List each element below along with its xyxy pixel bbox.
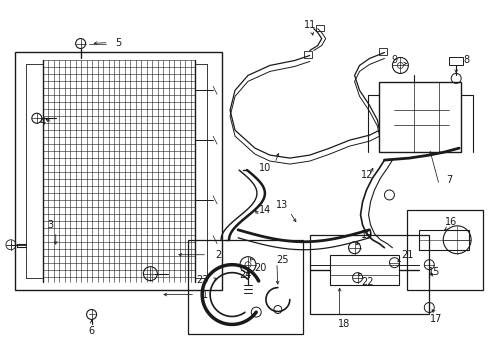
- Bar: [315, 24, 323, 31]
- Text: 15: 15: [427, 267, 440, 276]
- Text: 22: 22: [361, 276, 373, 287]
- Text: 9: 9: [390, 55, 397, 66]
- Text: 14: 14: [258, 205, 270, 215]
- Text: 21: 21: [400, 250, 413, 260]
- Text: 17: 17: [429, 314, 442, 324]
- Bar: [448, 58, 462, 66]
- Text: 6: 6: [88, 327, 95, 336]
- Bar: [379, 82, 460, 152]
- Bar: [188, 240, 302, 334]
- Bar: [419, 230, 468, 250]
- Text: 5: 5: [115, 37, 122, 48]
- Bar: [15, 53, 222, 289]
- Text: 19: 19: [361, 230, 373, 240]
- Bar: [407, 210, 482, 289]
- Bar: [303, 50, 311, 58]
- Text: 12: 12: [361, 170, 373, 180]
- Bar: [379, 48, 386, 55]
- Text: 8: 8: [462, 55, 468, 66]
- Text: 25: 25: [276, 255, 288, 265]
- Text: 2: 2: [215, 250, 221, 260]
- Text: 13: 13: [275, 200, 287, 210]
- Text: 11: 11: [303, 19, 315, 30]
- Text: 16: 16: [444, 217, 456, 227]
- Text: 3: 3: [48, 220, 54, 230]
- Text: 23: 23: [196, 275, 208, 285]
- Bar: [329, 255, 399, 285]
- Text: 1: 1: [202, 289, 208, 300]
- Text: 7: 7: [445, 175, 451, 185]
- Bar: [309, 235, 428, 315]
- Text: 4: 4: [40, 117, 46, 127]
- Text: 10: 10: [258, 163, 270, 173]
- Text: 20: 20: [253, 263, 265, 273]
- Text: 24: 24: [238, 270, 251, 280]
- Text: 18: 18: [337, 319, 349, 329]
